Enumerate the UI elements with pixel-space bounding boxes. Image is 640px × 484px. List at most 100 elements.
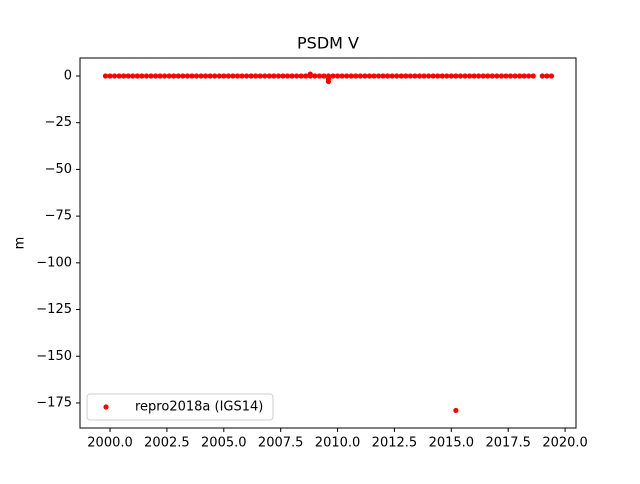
point bbox=[216, 73, 222, 79]
x-tick-label: 2007.5 bbox=[258, 436, 304, 451]
point bbox=[412, 73, 418, 79]
point bbox=[453, 407, 459, 414]
point bbox=[121, 73, 127, 79]
x-tick-label: 2012.5 bbox=[372, 436, 418, 451]
point bbox=[202, 73, 209, 79]
y-axis-label: m bbox=[13, 237, 28, 250]
point bbox=[516, 73, 523, 79]
point bbox=[275, 73, 281, 79]
point bbox=[198, 73, 204, 79]
point bbox=[503, 73, 509, 79]
point bbox=[284, 73, 291, 79]
point bbox=[148, 73, 154, 79]
point bbox=[321, 73, 327, 79]
y-tick-label: −175 bbox=[36, 395, 72, 410]
point bbox=[507, 73, 514, 79]
legend-marker bbox=[103, 404, 109, 410]
point bbox=[130, 73, 136, 79]
point bbox=[143, 73, 150, 79]
point bbox=[530, 73, 536, 79]
point bbox=[512, 73, 518, 79]
point bbox=[289, 73, 295, 79]
point bbox=[152, 73, 159, 79]
point bbox=[353, 73, 359, 79]
x-tick-label: 2017.5 bbox=[485, 436, 531, 451]
point bbox=[430, 73, 436, 79]
point bbox=[257, 73, 263, 79]
point bbox=[243, 73, 250, 79]
y-tick-label: −75 bbox=[45, 209, 72, 224]
point bbox=[544, 73, 550, 79]
x-tick-label: 2010.0 bbox=[315, 436, 361, 451]
point bbox=[111, 73, 118, 79]
plot-frame bbox=[79, 57, 577, 429]
point bbox=[385, 73, 391, 79]
point bbox=[485, 73, 491, 79]
point bbox=[339, 73, 345, 79]
point bbox=[234, 73, 241, 79]
point bbox=[262, 73, 268, 79]
point bbox=[330, 73, 336, 79]
point bbox=[162, 73, 168, 79]
point bbox=[375, 73, 382, 79]
point bbox=[494, 73, 500, 79]
x-tick-label: 2005.0 bbox=[201, 436, 247, 451]
point bbox=[294, 73, 300, 79]
y-tick-label: 0 bbox=[64, 68, 72, 83]
point bbox=[334, 73, 341, 79]
point bbox=[394, 73, 400, 79]
point bbox=[398, 73, 404, 79]
point bbox=[307, 71, 313, 77]
point bbox=[471, 73, 477, 79]
point bbox=[298, 73, 304, 79]
point bbox=[175, 73, 181, 79]
y-tick-label: −50 bbox=[45, 162, 72, 177]
point bbox=[102, 73, 109, 79]
point bbox=[225, 73, 231, 79]
x-tick-label: 2015.0 bbox=[429, 436, 475, 451]
point bbox=[248, 73, 254, 79]
point bbox=[453, 73, 459, 79]
point bbox=[389, 73, 395, 79]
point bbox=[548, 73, 555, 79]
point bbox=[362, 73, 368, 79]
point bbox=[171, 73, 177, 79]
point bbox=[116, 73, 122, 79]
point bbox=[139, 73, 145, 79]
y-tick-label: −25 bbox=[45, 115, 72, 130]
point bbox=[425, 73, 432, 79]
point bbox=[230, 73, 236, 79]
point bbox=[416, 73, 423, 79]
x-tick-label: 2000.0 bbox=[87, 436, 133, 451]
point bbox=[435, 73, 441, 79]
point bbox=[489, 73, 495, 79]
point bbox=[184, 73, 190, 79]
point bbox=[312, 73, 318, 79]
point bbox=[207, 73, 213, 79]
point bbox=[521, 73, 527, 79]
point bbox=[498, 73, 504, 79]
point bbox=[125, 73, 131, 79]
point bbox=[303, 73, 309, 79]
point bbox=[325, 76, 332, 82]
point bbox=[348, 73, 354, 79]
point bbox=[371, 73, 377, 79]
point bbox=[407, 73, 413, 79]
point bbox=[444, 73, 450, 79]
point bbox=[134, 73, 140, 79]
point bbox=[316, 73, 322, 79]
point bbox=[476, 73, 482, 79]
point bbox=[421, 73, 427, 79]
y-tick-label: −150 bbox=[36, 349, 72, 364]
point bbox=[107, 73, 113, 79]
point bbox=[271, 73, 277, 79]
x-tick-label: 2020.0 bbox=[542, 436, 588, 451]
x-tick-label: 2002.5 bbox=[144, 436, 190, 451]
point bbox=[380, 73, 386, 79]
point bbox=[439, 73, 445, 79]
point bbox=[166, 73, 172, 79]
point bbox=[157, 73, 163, 79]
point bbox=[466, 73, 473, 79]
point bbox=[253, 73, 259, 79]
